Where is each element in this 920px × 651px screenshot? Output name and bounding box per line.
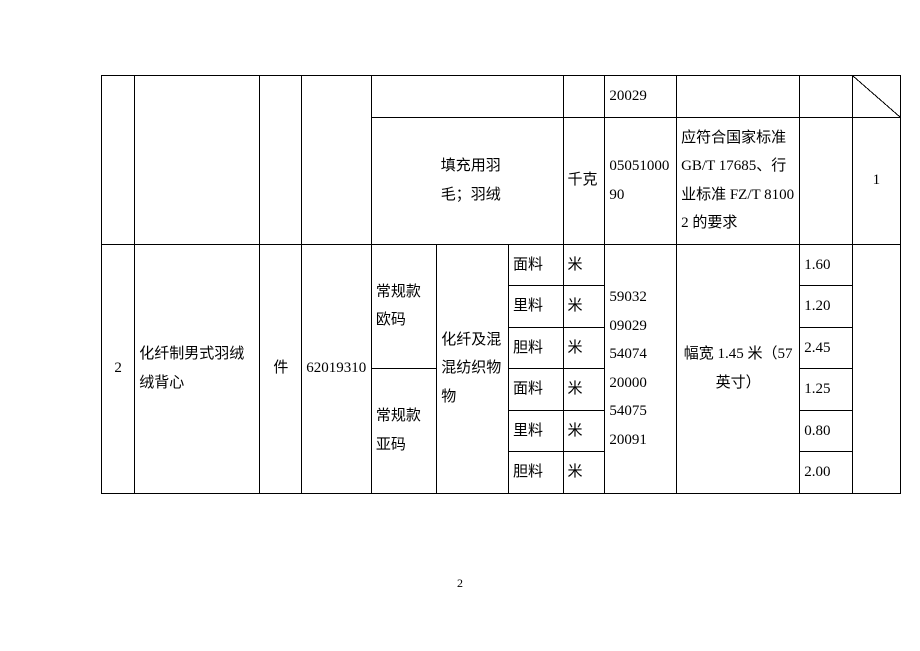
part-unit-5: 米 [563, 452, 605, 494]
code-3: 20000 [609, 375, 647, 391]
blank-c10a [677, 76, 800, 118]
code-0: 59032 [609, 289, 647, 305]
blank-c7a [508, 76, 563, 118]
blank-col-1 [102, 76, 135, 245]
part-5: 胆料 [508, 452, 563, 494]
part-unit-1: 米 [563, 286, 605, 328]
blank-col-2 [135, 76, 260, 245]
codes-column: 59032 09029 54074 20000 54075 20091 [605, 244, 677, 493]
blank-c5b [371, 117, 436, 244]
part-4: 里料 [508, 410, 563, 452]
val-1: 1.20 [800, 286, 852, 328]
blank-c12-r2 [852, 244, 900, 493]
page-number: 2 [0, 576, 920, 591]
blank-col-3 [260, 76, 302, 245]
val-2: 2.45 [800, 327, 852, 369]
filling-label: 填充用羽毛；羽绒 [437, 117, 509, 244]
blank-col-4 [302, 76, 372, 245]
product-name: 化纤制男式羽绒绒背心 [135, 244, 260, 493]
val-4: 0.80 [800, 410, 852, 452]
style-asia: 常规款亚码 [371, 369, 436, 494]
width-spec: 幅宽 1.45 米（57 英寸） [677, 244, 800, 493]
requirement-text: 应符合国家标准 GB/T 17685、行业标准 FZ/T 81002 的要求 [677, 117, 800, 244]
code-4: 54075 [609, 403, 647, 419]
val-5: 2.00 [800, 452, 852, 494]
style-eu: 常规款欧码 [371, 244, 436, 369]
part-unit-2: 米 [563, 327, 605, 369]
product-unit: 件 [260, 244, 302, 493]
val-3: 1.25 [800, 369, 852, 411]
code-1: 09029 [609, 318, 647, 334]
part-unit-3: 米 [563, 369, 605, 411]
part-unit-0: 米 [563, 244, 605, 286]
part-0: 面料 [508, 244, 563, 286]
qty-1: 1 [852, 117, 900, 244]
code-0505100090: 0505100090 [605, 117, 677, 244]
code-5: 20091 [609, 432, 647, 448]
unit-consumption-table: 20029 填充用羽毛；羽绒 千克 0505100090 应符合国家标准 GB/… [101, 75, 901, 494]
blank-c11a [800, 76, 852, 118]
blank-c5a [371, 76, 436, 118]
diagonal-cell [852, 76, 900, 118]
part-2: 胆料 [508, 327, 563, 369]
part-1: 里料 [508, 286, 563, 328]
blank-c6a [437, 76, 509, 118]
part-unit-4: 米 [563, 410, 605, 452]
fabric-type: 化纤及混混纺织物物 [437, 244, 509, 493]
val-0: 1.60 [800, 244, 852, 286]
unit-kg: 千克 [563, 117, 605, 244]
blank-c7b [508, 117, 563, 244]
blank-c11b [800, 117, 852, 244]
hs-code: 62019310 [302, 244, 372, 493]
code-20029: 20029 [605, 76, 677, 118]
blank-c8a [563, 76, 605, 118]
part-3: 面料 [508, 369, 563, 411]
row-index: 2 [102, 244, 135, 493]
code-2: 54074 [609, 346, 647, 362]
